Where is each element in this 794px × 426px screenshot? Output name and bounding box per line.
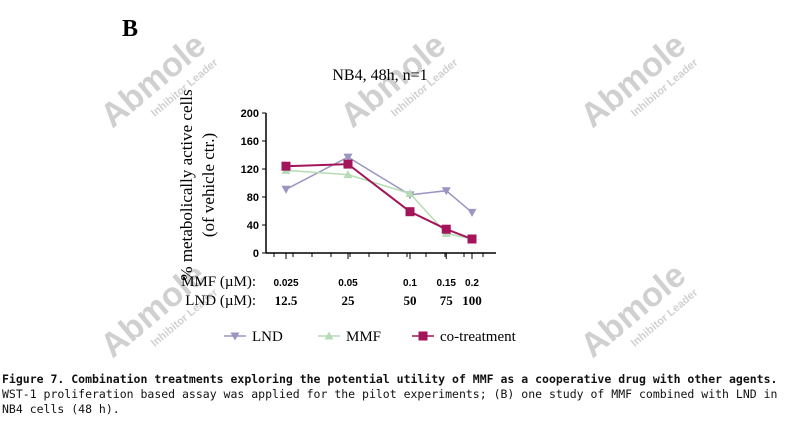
legend-marker <box>230 332 240 341</box>
legend-item: MMF <box>318 329 381 345</box>
y-tick-label: 0 <box>253 248 259 260</box>
y-tick-label: 40 <box>247 220 259 232</box>
y-axis-label-2: (of vehicle ctr.) <box>199 133 218 237</box>
legend-label: MMF <box>346 329 381 345</box>
data-point <box>343 153 353 162</box>
data-point <box>441 187 451 196</box>
x-tick-label: 12.5 <box>275 293 298 308</box>
data-point <box>343 170 353 179</box>
data-point <box>281 185 291 194</box>
y-axis-label: % metabolically active cells <box>177 89 196 280</box>
data-point <box>467 234 477 244</box>
y-tick-label: 200 <box>241 108 259 120</box>
figure-caption: Figure 7. Combination treatments explori… <box>2 372 792 417</box>
y-tick-label: 80 <box>247 192 259 204</box>
legend-marker <box>324 331 334 340</box>
x-row-label: LND (µM): <box>185 293 256 309</box>
legend-label: co-treatment <box>440 329 517 345</box>
data-point <box>405 207 415 217</box>
y-tick-label: 160 <box>241 136 259 148</box>
legend-item: LND <box>224 329 283 345</box>
x-tick-label: 0.1 <box>403 278 417 289</box>
x-tick-label: 0.15 <box>437 278 457 289</box>
panel-label: B <box>122 16 138 42</box>
series-LND <box>281 153 477 217</box>
x-tick-label: 100 <box>462 293 482 308</box>
chart-title: NB4, 48h, n=1 <box>332 67 427 84</box>
x-tick-label: 25 <box>342 293 356 308</box>
y-tick-label: 120 <box>241 164 259 176</box>
data-point <box>441 224 451 234</box>
series-co-treatment <box>281 159 477 244</box>
caption-text: WST-1 proliferation based assay was appl… <box>2 387 778 416</box>
x-tick-label: 0.025 <box>273 278 298 289</box>
data-point <box>467 208 477 217</box>
x-tick-label: 75 <box>440 293 454 308</box>
caption-bold: Figure 7. Combination treatments explori… <box>2 372 778 386</box>
legend-label: LND <box>252 329 283 345</box>
data-point <box>405 189 415 197</box>
x-tick-label: 50 <box>404 293 417 308</box>
chart: B NB4, 48h, n=1 % metabolically active c… <box>122 16 517 345</box>
legend-marker <box>418 331 428 341</box>
data-point <box>343 159 353 169</box>
x-row-label: MMF (µM): <box>181 274 256 290</box>
data-point <box>281 161 291 171</box>
x-tick-label: 0.05 <box>338 278 358 289</box>
x-tick-label: 0.2 <box>465 278 479 289</box>
legend-item: co-treatment <box>412 329 517 345</box>
